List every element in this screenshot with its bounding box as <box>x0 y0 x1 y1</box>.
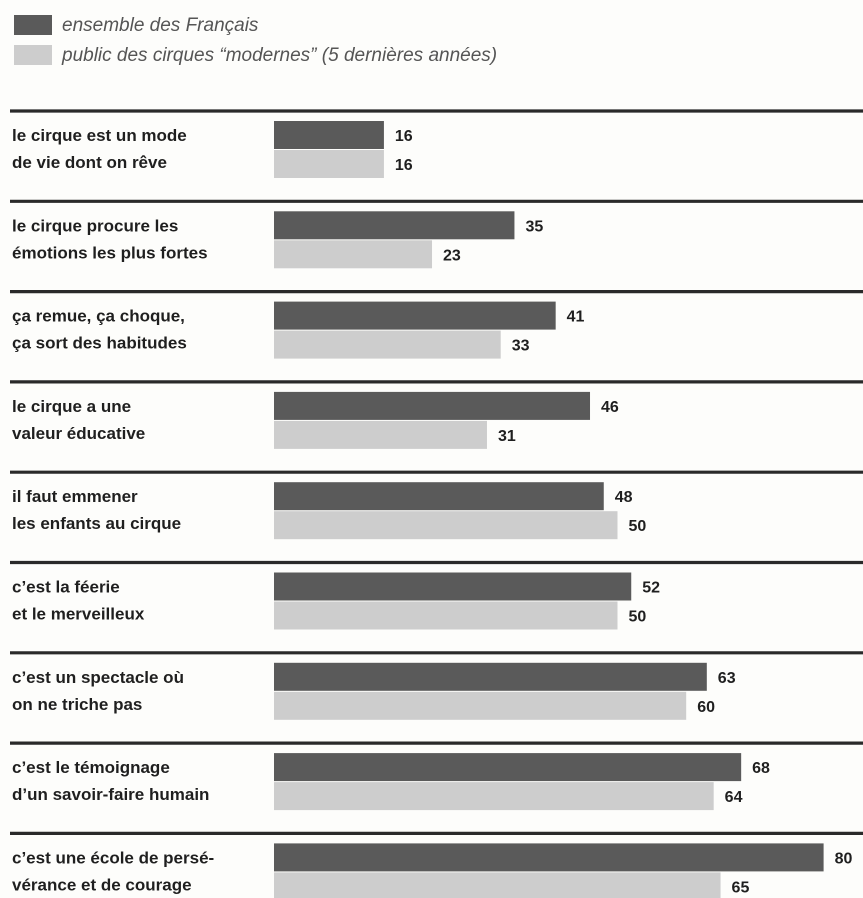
category-label: on ne triche pas <box>12 695 142 714</box>
row-5: il faut emmener les enfants au cirque 48 50 <box>10 470 863 540</box>
data-label: 46 <box>601 399 619 416</box>
data-label: 63 <box>718 670 736 687</box>
category-label: les enfants au cirque <box>12 514 181 533</box>
data-label: 35 <box>525 218 543 235</box>
bar-ensemble <box>274 301 556 330</box>
row-6: c’est la féerie et le merveilleux 52 50 <box>10 560 863 630</box>
bar-public <box>274 330 501 359</box>
category-label: ça sort des habitudes <box>12 334 187 353</box>
bar-ensemble <box>274 753 742 782</box>
bar-ensemble <box>274 391 591 420</box>
category-label: valeur éducative <box>12 424 145 443</box>
bar-public <box>274 150 384 178</box>
data-label: 16 <box>395 128 413 145</box>
data-label: 31 <box>498 428 516 445</box>
data-label: 16 <box>395 157 413 174</box>
bar-public <box>274 691 687 720</box>
data-label: 80 <box>835 850 853 867</box>
bar-ensemble <box>274 211 515 240</box>
legend: ensemble des Français public des cirques … <box>14 15 497 66</box>
data-label: 65 <box>732 879 750 896</box>
bar-public <box>274 872 721 898</box>
bar-public <box>274 782 714 811</box>
data-label: 23 <box>443 247 461 264</box>
category-label: ça remue, ça choque, <box>12 307 185 326</box>
chart-rows: le cirque est un mode de vie dont on rêve… <box>10 109 863 898</box>
row-4: le cirque a une valeur éducative 46 31 <box>10 380 863 449</box>
legend-label-2: public des cirques “modernes” (5 dernièr… <box>61 45 497 66</box>
row-8: c’est le témoignage d’un savoir-faire hum… <box>10 741 863 811</box>
data-label: 60 <box>697 699 715 716</box>
category-label: le cirque est un mode <box>12 126 187 145</box>
category-label: c’est un spectacle où <box>12 668 184 687</box>
category-label: c’est le témoignage <box>12 758 170 777</box>
data-label: 33 <box>512 338 530 355</box>
bar-ensemble <box>274 482 604 511</box>
data-label: 50 <box>629 609 647 626</box>
bar-public <box>274 601 618 630</box>
data-label: 64 <box>725 789 743 806</box>
row-9: c’est une école de persé-vérance et de c… <box>10 831 863 898</box>
row-2: le cirque procure les émotions les plus f… <box>10 199 863 269</box>
category-label: c’est une école de persé- <box>12 848 214 867</box>
bar-ensemble <box>274 843 824 872</box>
category-label: il faut emmener <box>12 487 138 506</box>
data-label: 41 <box>567 309 585 326</box>
bar-public <box>274 511 618 540</box>
legend-label-1: ensemble des Français <box>62 15 259 36</box>
legend-swatch-2 <box>14 45 52 65</box>
category-label: c’est la féerie <box>12 578 120 597</box>
category-label: le cirque a une <box>12 397 131 416</box>
bar-ensemble <box>274 572 632 601</box>
row-7: c’est un spectacle où on ne triche pas 636… <box>10 651 863 720</box>
bar-ensemble <box>274 662 707 691</box>
row-1: le cirque est un mode de vie dont on rêve… <box>10 109 863 178</box>
bar-public <box>274 420 487 449</box>
category-label: de vie dont on rêve <box>12 153 167 172</box>
bar-public <box>274 240 433 269</box>
category-label: et le merveilleux <box>12 605 145 624</box>
category-label: d’un savoir-faire humain <box>12 785 209 804</box>
row-3: ça remue, ça choque, ça sort des habitude… <box>10 290 863 359</box>
category-label: le cirque procure les <box>12 216 178 235</box>
data-label: 48 <box>615 489 633 506</box>
data-label: 50 <box>629 518 647 535</box>
data-label: 52 <box>642 580 660 597</box>
category-label: émotions les plus fortes <box>12 243 208 262</box>
category-label: vérance et de courage <box>12 875 192 894</box>
bar-ensemble <box>274 121 384 149</box>
data-label: 68 <box>752 760 770 777</box>
legend-swatch-1 <box>14 15 52 35</box>
